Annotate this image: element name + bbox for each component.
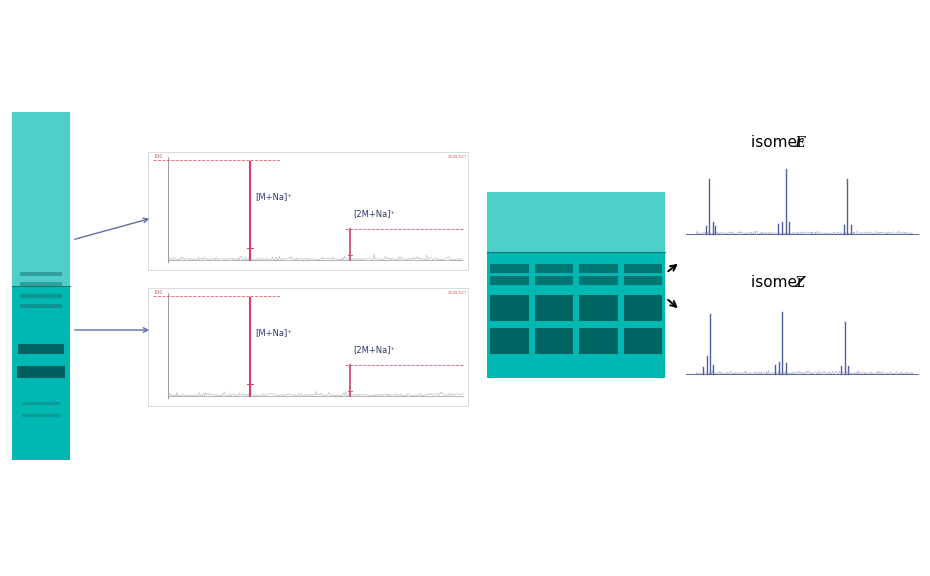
Text: [2M+Na]⁺: [2M+Na]⁺ bbox=[353, 209, 395, 218]
Bar bbox=[623, 264, 662, 273]
Bar bbox=[623, 295, 662, 321]
Bar bbox=[17, 366, 65, 378]
Bar bbox=[623, 276, 662, 285]
Bar bbox=[22, 402, 60, 405]
Bar bbox=[579, 295, 618, 321]
Text: isomer: isomer bbox=[751, 135, 808, 150]
Bar bbox=[623, 328, 662, 354]
Text: 100: 100 bbox=[153, 290, 163, 295]
Bar bbox=[490, 328, 528, 354]
Text: 100: 100 bbox=[153, 154, 163, 159]
Bar bbox=[535, 295, 573, 321]
Bar bbox=[535, 328, 573, 354]
Bar bbox=[20, 304, 62, 308]
Bar bbox=[579, 264, 618, 273]
Text: isomer: isomer bbox=[751, 275, 808, 290]
Text: E: E bbox=[794, 136, 805, 150]
Bar bbox=[148, 152, 468, 270]
Bar bbox=[579, 328, 618, 354]
Bar bbox=[148, 288, 468, 406]
Bar bbox=[20, 282, 62, 286]
Text: 2138.527: 2138.527 bbox=[448, 291, 468, 295]
Bar bbox=[490, 276, 528, 285]
Bar bbox=[20, 294, 62, 298]
Bar bbox=[487, 192, 665, 378]
Text: 2138.527: 2138.527 bbox=[448, 155, 468, 159]
Bar bbox=[535, 276, 573, 285]
Bar bbox=[490, 295, 528, 321]
Bar bbox=[12, 112, 70, 286]
Text: [M+Na]⁺: [M+Na]⁺ bbox=[256, 192, 292, 202]
Text: [M+Na]⁺: [M+Na]⁺ bbox=[256, 328, 292, 338]
Text: Z: Z bbox=[794, 276, 805, 290]
Bar bbox=[12, 286, 70, 460]
Bar bbox=[18, 344, 64, 354]
Bar bbox=[487, 192, 665, 252]
Bar bbox=[535, 264, 573, 273]
Bar bbox=[20, 272, 62, 276]
Bar bbox=[490, 264, 528, 273]
Bar bbox=[22, 414, 60, 417]
Bar bbox=[579, 276, 618, 285]
Text: [2M+Na]⁺: [2M+Na]⁺ bbox=[353, 345, 395, 354]
